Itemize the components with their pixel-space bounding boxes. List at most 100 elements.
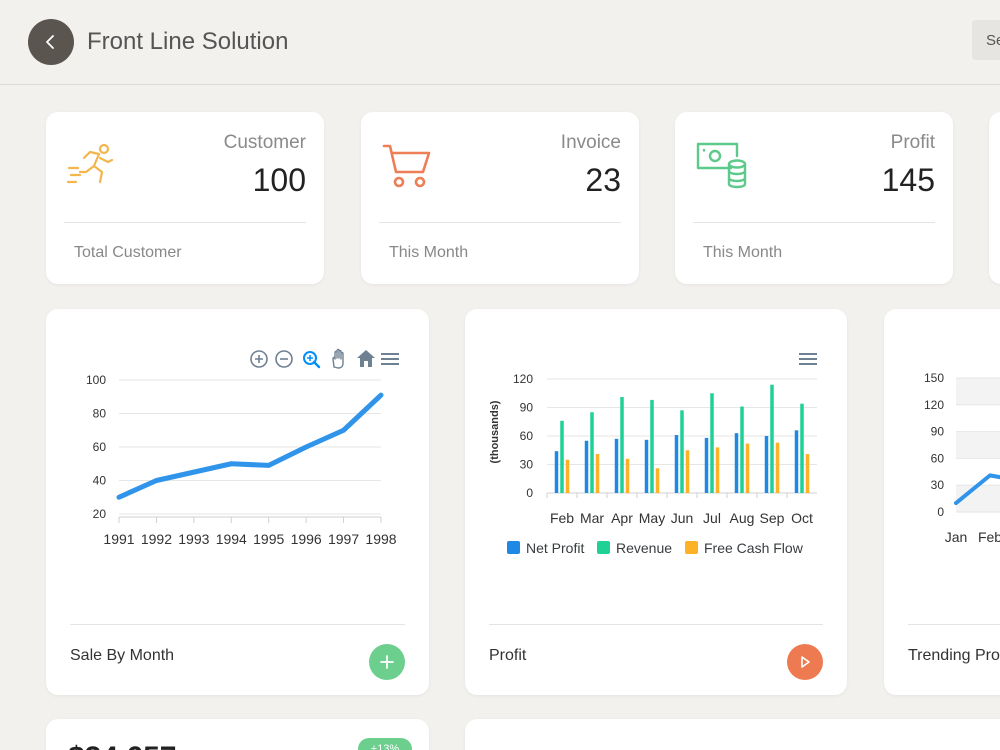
bar-net-profit[interactable] bbox=[794, 430, 799, 493]
back-button[interactable] bbox=[28, 19, 74, 65]
y-tick-label: 30 bbox=[931, 478, 945, 492]
bar-free-cash-flow[interactable] bbox=[685, 450, 690, 493]
stat-card-partial bbox=[989, 112, 1000, 284]
trending-chart-card: 150 120 90 60 30 0 Jan Feb Trending Pro bbox=[884, 309, 1000, 695]
bar-free-cash-flow[interactable] bbox=[715, 447, 720, 493]
sale-series-line bbox=[116, 392, 384, 500]
invoice-label: Invoice bbox=[560, 132, 621, 153]
sale-by-month-label: Sale By Month bbox=[70, 647, 175, 664]
x-tick-label: Apr bbox=[611, 510, 633, 526]
profit-label: Profit bbox=[890, 132, 935, 153]
add-button[interactable] bbox=[369, 644, 405, 680]
x-tick-label: Jan bbox=[945, 529, 968, 545]
divider bbox=[489, 624, 823, 625]
x-tick-label: 1991 bbox=[103, 531, 134, 547]
y-tick-label: 30 bbox=[520, 458, 534, 472]
bar-revenue[interactable] bbox=[590, 412, 594, 493]
customer-label: Customer bbox=[223, 132, 306, 153]
bar-revenue[interactable] bbox=[680, 410, 684, 493]
x-tick-label: Feb bbox=[978, 529, 1000, 545]
invoice-value: 23 bbox=[585, 162, 621, 198]
home-icon[interactable] bbox=[357, 350, 375, 367]
bar-net-profit[interactable] bbox=[554, 451, 559, 493]
bar-revenue[interactable] bbox=[560, 420, 564, 493]
chevron-left-icon bbox=[46, 35, 54, 49]
bar-revenue[interactable] bbox=[800, 403, 804, 493]
legend-label[interactable]: Free Cash Flow bbox=[704, 540, 804, 556]
x-tick-label: 1994 bbox=[216, 531, 247, 547]
y-tick-label: 20 bbox=[93, 507, 107, 521]
y-tick-label: 0 bbox=[526, 486, 533, 500]
search-input[interactable] bbox=[972, 20, 1000, 60]
divider bbox=[693, 222, 935, 223]
trending-label: Trending Pro bbox=[908, 647, 1000, 664]
magnifier-icon[interactable] bbox=[303, 351, 321, 369]
bar-revenue[interactable] bbox=[770, 384, 774, 493]
menu-icon[interactable] bbox=[381, 353, 399, 365]
bar-free-cash-flow[interactable] bbox=[655, 468, 660, 493]
x-tick-label: 1996 bbox=[291, 531, 322, 547]
bar-revenue[interactable] bbox=[620, 397, 624, 493]
x-tick-label: Oct bbox=[791, 510, 813, 526]
bar-revenue[interactable] bbox=[740, 406, 744, 493]
profit-y-axis-label: (thousands) bbox=[489, 400, 501, 463]
sale-by-month-card: 100 80 60 40 20 1991 1992 1993 1994 1995 1996 1997… bbox=[46, 309, 429, 695]
menu-icon[interactable] bbox=[799, 353, 817, 365]
bar-free-cash-flow[interactable] bbox=[625, 458, 630, 493]
x-tick-label: Aug bbox=[730, 510, 755, 526]
customer-value: 100 bbox=[252, 162, 306, 198]
bar-revenue[interactable] bbox=[710, 393, 714, 493]
y-tick-label: 80 bbox=[93, 407, 107, 421]
x-tick-label: 1992 bbox=[141, 531, 172, 547]
legend-marker[interactable] bbox=[507, 541, 520, 554]
bar-net-profit[interactable] bbox=[674, 435, 679, 493]
play-icon bbox=[801, 656, 810, 668]
customer-card: Customer 100 Total Customer bbox=[46, 112, 324, 284]
shopping-cart-icon bbox=[382, 144, 431, 188]
bar-net-profit[interactable] bbox=[734, 433, 739, 493]
zoom-out-icon[interactable] bbox=[275, 350, 293, 368]
bar-free-cash-flow[interactable] bbox=[775, 442, 780, 493]
revenue-amount: $34,657 bbox=[68, 741, 176, 750]
bar-free-cash-flow[interactable] bbox=[595, 454, 600, 493]
zoom-in-icon[interactable] bbox=[250, 350, 268, 368]
pan-hand-icon[interactable] bbox=[332, 348, 344, 369]
legend-label[interactable]: Revenue bbox=[616, 540, 672, 556]
y-tick-label: 40 bbox=[93, 474, 107, 488]
profit-chart: (thousands) 120 90 60 30 0 Feb Mar Apr May Jun Ju… bbox=[489, 353, 817, 556]
play-button[interactable] bbox=[787, 644, 823, 680]
bar-net-profit[interactable] bbox=[764, 436, 769, 493]
change-badge: +13% bbox=[358, 738, 412, 750]
bar-net-profit[interactable] bbox=[614, 438, 619, 493]
bar-free-cash-flow[interactable] bbox=[805, 454, 810, 493]
bar-free-cash-flow[interactable] bbox=[745, 443, 750, 493]
y-tick-label: 60 bbox=[520, 429, 534, 443]
legend-label[interactable]: Net Profit bbox=[526, 540, 584, 556]
invoice-footer: This Month bbox=[389, 244, 469, 261]
x-tick-label: 1993 bbox=[178, 531, 209, 547]
money-coins-icon bbox=[696, 142, 747, 189]
divider bbox=[908, 624, 1000, 625]
y-tick-label: 100 bbox=[86, 373, 106, 387]
bar-free-cash-flow[interactable] bbox=[565, 459, 570, 493]
y-tick-label: 120 bbox=[924, 398, 944, 412]
invoice-card: Invoice 23 This Month bbox=[361, 112, 639, 284]
bar-net-profit[interactable] bbox=[584, 440, 589, 493]
bar-revenue[interactable] bbox=[650, 399, 654, 493]
legend-marker[interactable] bbox=[597, 541, 610, 554]
divider bbox=[64, 222, 306, 223]
x-tick-label: Mar bbox=[580, 510, 604, 526]
divider bbox=[379, 222, 621, 223]
legend-marker[interactable] bbox=[685, 541, 698, 554]
profit-value: 145 bbox=[881, 162, 935, 198]
sale-by-month-chart: 100 80 60 40 20 1991 1992 1993 1994 1995 1996 1997… bbox=[86, 348, 399, 547]
bar-net-profit[interactable] bbox=[644, 439, 649, 493]
x-tick-label: 1997 bbox=[328, 531, 359, 547]
x-tick-label: Sep bbox=[760, 510, 785, 526]
revenue-summary-card: $34,657 +13% bbox=[46, 719, 429, 750]
header: Front Line Solution bbox=[0, 0, 1000, 85]
bar-net-profit[interactable] bbox=[704, 437, 709, 493]
customer-footer: Total Customer bbox=[74, 244, 182, 261]
x-tick-label: Feb bbox=[550, 510, 574, 526]
x-tick-label: 1998 bbox=[365, 531, 396, 547]
